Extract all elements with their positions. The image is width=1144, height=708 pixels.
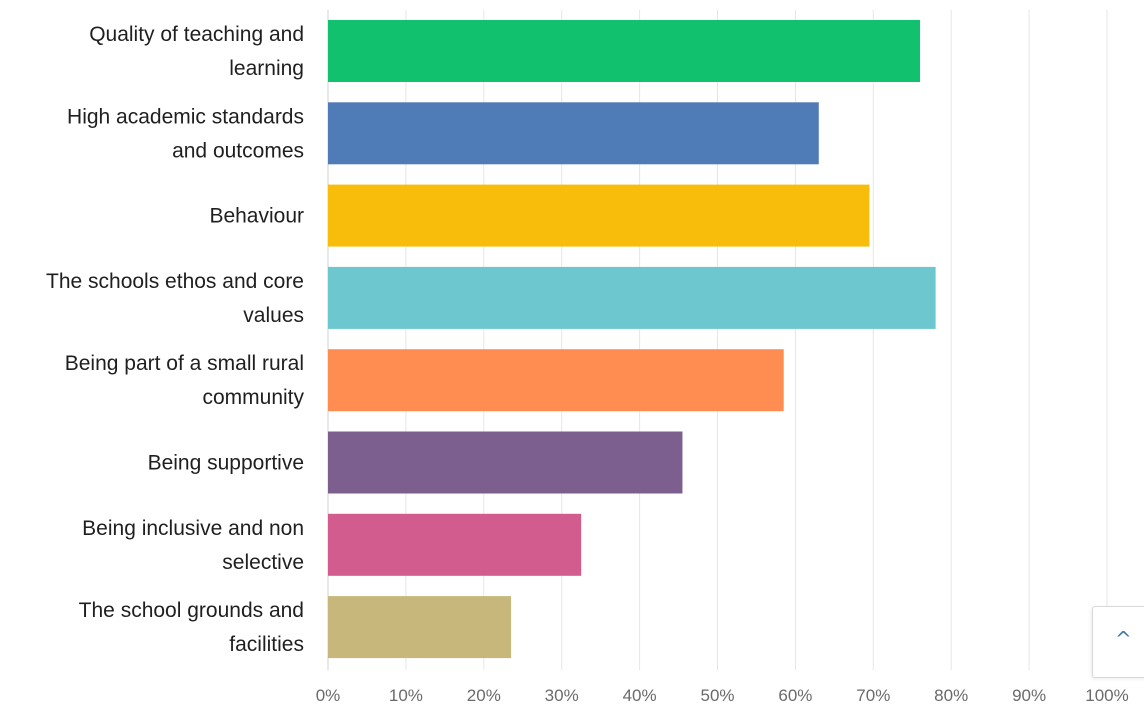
category-label: The schools ethos and core values: [46, 270, 304, 327]
x-tick-label: 20%: [467, 686, 501, 705]
bar: [328, 102, 819, 165]
x-tick-label: 40%: [623, 686, 657, 705]
category-label: Being supportive: [148, 452, 304, 475]
category-label: Being part of a small rural community: [65, 352, 305, 409]
category-label: Being inclusive and non selective: [82, 517, 304, 574]
x-tick-label: 0%: [316, 686, 341, 705]
bar: [328, 184, 870, 247]
category-label: The school grounds and facilities: [79, 599, 304, 656]
chevron-up-icon: ^: [1115, 627, 1132, 651]
bar: [328, 20, 921, 82]
x-tick-label: 100%: [1085, 686, 1128, 705]
x-axis-ticks: 0% 10% 20% 30% 40% 50% 60% 70% 80% 90% 100%: [316, 686, 1129, 705]
x-tick-label: 70%: [856, 686, 890, 705]
x-tick-label: 30%: [545, 686, 579, 705]
x-tick-label: 50%: [700, 686, 734, 705]
bar: [328, 266, 936, 329]
scroll-to-top-button[interactable]: ^: [1092, 606, 1144, 678]
x-tick-label: 10%: [389, 686, 423, 705]
bar: [328, 596, 512, 659]
category-label: High academic standards and outcomes: [67, 105, 304, 162]
category-label: Quality of teaching and learning: [89, 23, 304, 80]
x-tick-label: 90%: [1012, 686, 1046, 705]
bar: [328, 349, 784, 412]
category-labels: Quality of teaching and learning High acad…: [46, 23, 304, 656]
bar: [328, 431, 683, 494]
x-tick-label: 80%: [934, 686, 968, 705]
category-label: Behaviour: [209, 205, 304, 228]
bar: [328, 513, 582, 576]
bars: [328, 20, 936, 659]
x-tick-label: 60%: [778, 686, 812, 705]
